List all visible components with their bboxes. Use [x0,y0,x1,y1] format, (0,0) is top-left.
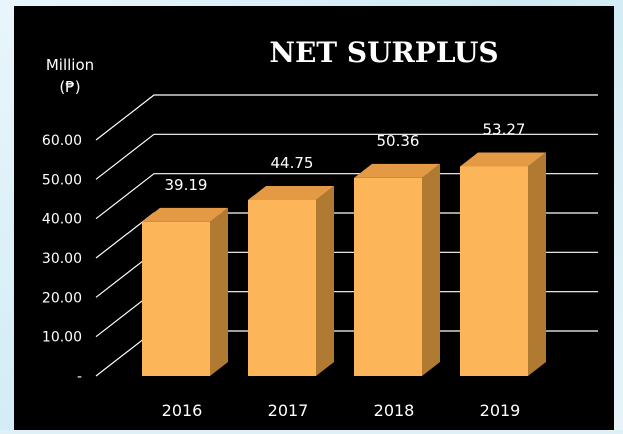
y-axis-unit: (₱) [59,78,80,96]
y-tick-label: 50.00 [42,172,82,188]
bar [248,185,334,376]
bar-front [354,177,422,376]
bar [460,152,546,376]
bar-side [422,163,440,376]
y-tick-label: 20.00 [42,290,82,306]
x-tick-label: 2018 [374,401,415,420]
gridline [95,94,598,141]
x-tick-label: 2017 [268,401,309,420]
bar-top [248,185,334,200]
bar-front [460,166,528,376]
bar-top [460,152,546,167]
bar-top [142,207,228,222]
y-tick-label: 60.00 [42,133,82,149]
bar-side [528,152,546,376]
data-label: 50.36 [377,132,420,150]
x-tick-label: 2016 [162,401,203,420]
chart-panel: - 10.00 20.00 30.00 40.00 50.00 60.00 39.19 44.… [14,6,614,430]
gridline [95,173,598,220]
bar [354,163,440,376]
bar-chart: - 10.00 20.00 30.00 40.00 50.00 60.00 39.19 44.… [42,36,598,420]
y-tick-label: 30.00 [42,251,82,267]
bar-top [354,163,440,178]
bar-front [142,221,210,376]
x-axis-categories: 2016 2017 2018 2019 [162,401,521,420]
y-tick-label: 40.00 [42,212,82,228]
y-tick-label: 10.00 [42,330,82,346]
x-tick-label: 2019 [480,401,521,420]
data-labels: 39.19 44.75 50.36 53.27 [165,120,526,193]
y-axis-label: Million [46,56,94,74]
data-label: 53.27 [483,120,526,138]
y-tick-label: - [77,369,82,385]
bar-side [316,185,334,376]
bar-side [210,207,228,376]
bar [142,207,228,376]
bar-front [248,199,316,376]
gridline [95,133,598,180]
y-axis-ticks: - 10.00 20.00 30.00 40.00 50.00 60.00 [42,133,82,385]
data-label: 44.75 [271,154,314,172]
chart-title: NET SURPLUS [269,36,498,69]
data-label: 39.19 [165,176,208,194]
bars [142,152,546,376]
